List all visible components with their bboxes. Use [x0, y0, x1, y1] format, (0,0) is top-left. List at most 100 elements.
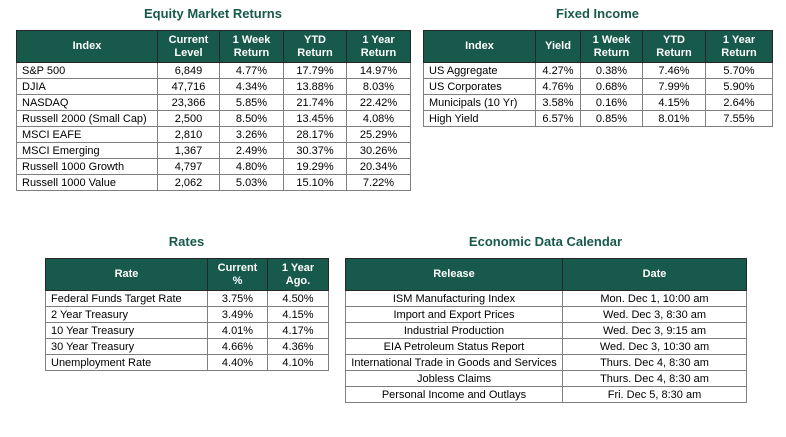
- equity-table: Index Current Level 1 Week Return YTD Re…: [16, 30, 411, 191]
- equity-header-row: Index Current Level 1 Week Return YTD Re…: [16, 30, 411, 63]
- value-cell: 6,849: [157, 62, 220, 79]
- value-cell: 2.49%: [219, 142, 284, 159]
- fixed-income-col-header-ytd-return: YTD Return: [642, 30, 706, 63]
- equity-col-header-ytd-return: YTD Return: [283, 30, 347, 63]
- fixed-income-col-header-yield: Yield: [535, 30, 581, 63]
- value-cell: 4.50%: [267, 290, 329, 307]
- value-cell: 8.03%: [346, 78, 411, 95]
- row-label: Russell 1000 Value: [16, 174, 158, 191]
- calendar-table-title: Economic Data Calendar: [468, 234, 623, 249]
- value-cell: 13.88%: [283, 78, 347, 95]
- table-row: Unemployment Rate 4.40% 4.10%: [45, 354, 329, 371]
- table-row: Personal Income and Outlays Fri. Dec 5, …: [345, 386, 747, 403]
- value-cell: 2,500: [157, 110, 220, 127]
- value-cell: 7.46%: [642, 62, 706, 79]
- release-cell: ISM Manufacturing Index: [345, 290, 563, 307]
- release-cell: Jobless Claims: [345, 370, 563, 387]
- value-cell: 7.55%: [705, 110, 773, 127]
- value-cell: 25.29%: [346, 126, 411, 143]
- table-row: 30 Year Treasury 4.66% 4.36%: [45, 338, 329, 355]
- value-cell: 21.74%: [283, 94, 347, 111]
- row-label: MSCI EAFE: [16, 126, 158, 143]
- value-cell: 3.26%: [219, 126, 284, 143]
- fixed-income-table-title: Fixed Income: [555, 6, 640, 21]
- table-row: S&P 500 6,849 4.77% 17.79% 14.97%: [16, 62, 411, 79]
- value-cell: 4.40%: [207, 354, 268, 371]
- value-cell: 0.68%: [580, 78, 643, 95]
- value-cell: 1,367: [157, 142, 220, 159]
- value-cell: 4.08%: [346, 110, 411, 127]
- row-label: High Yield: [423, 110, 536, 127]
- value-cell: 28.17%: [283, 126, 347, 143]
- value-cell: 5.85%: [219, 94, 284, 111]
- value-cell: 4.77%: [219, 62, 284, 79]
- table-row: 2 Year Treasury 3.49% 4.15%: [45, 306, 329, 323]
- row-label: Russell 1000 Growth: [16, 158, 158, 175]
- economic-data-calendar-panel: Economic Data Calendar Release Date ISM …: [345, 234, 747, 403]
- row-label: DJIA: [16, 78, 158, 95]
- value-cell: 4.15%: [267, 306, 329, 323]
- row-label: Municipals (10 Yr): [423, 94, 536, 111]
- value-cell: 2.64%: [705, 94, 773, 111]
- table-row: EIA Petroleum Status Report Wed. Dec 3, …: [345, 338, 747, 355]
- economic-data-calendar-table: Release Date ISM Manufacturing Index Mon…: [345, 258, 747, 403]
- value-cell: 47,716: [157, 78, 220, 95]
- value-cell: 15.10%: [283, 174, 347, 191]
- fixed-income-col-header-1-year-return: 1 Year Return: [705, 30, 773, 63]
- fixed-income-panel: Fixed Income Index Yield 1 Week Return Y…: [423, 6, 773, 127]
- value-cell: 0.16%: [580, 94, 643, 111]
- table-row: 10 Year Treasury 4.01% 4.17%: [45, 322, 329, 339]
- release-cell: Industrial Production: [345, 322, 563, 339]
- release-cell: Import and Export Prices: [345, 306, 563, 323]
- value-cell: 8.01%: [642, 110, 706, 127]
- value-cell: 30.26%: [346, 142, 411, 159]
- table-row: ISM Manufacturing Index Mon. Dec 1, 10:0…: [345, 290, 747, 307]
- date-cell: Wed. Dec 3, 8:30 am: [562, 306, 747, 323]
- date-cell: Thurs. Dec 4, 8:30 am: [562, 354, 747, 371]
- value-cell: 8.50%: [219, 110, 284, 127]
- value-cell: 4.01%: [207, 322, 268, 339]
- value-cell: 4.80%: [219, 158, 284, 175]
- value-cell: 5.03%: [219, 174, 284, 191]
- equity-col-header-1-week-return: 1 Week Return: [219, 30, 284, 63]
- row-label: S&P 500: [16, 62, 158, 79]
- value-cell: 3.58%: [535, 94, 581, 111]
- row-label: MSCI Emerging: [16, 142, 158, 159]
- table-row: Federal Funds Target Rate 3.75% 4.50%: [45, 290, 329, 307]
- date-cell: Wed. Dec 3, 9:15 am: [562, 322, 747, 339]
- calendar-col-header-release: Release: [345, 258, 563, 291]
- date-cell: Fri. Dec 5, 8:30 am: [562, 386, 747, 403]
- fixed-income-table: Index Yield 1 Week Return YTD Return 1 Y…: [423, 30, 773, 127]
- row-label: 2 Year Treasury: [45, 306, 208, 323]
- release-cell: EIA Petroleum Status Report: [345, 338, 563, 355]
- value-cell: 13.45%: [283, 110, 347, 127]
- row-label: Russell 2000 (Small Cap): [16, 110, 158, 127]
- value-cell: 3.49%: [207, 306, 268, 323]
- value-cell: 4.66%: [207, 338, 268, 355]
- value-cell: 7.99%: [642, 78, 706, 95]
- table-row: DJIA 47,716 4.34% 13.88% 8.03%: [16, 78, 411, 95]
- equity-col-header-current-level: Current Level: [157, 30, 220, 63]
- table-row: Russell 2000 (Small Cap) 2,500 8.50% 13.…: [16, 110, 411, 127]
- rates-header-row: Rate Current % 1 Year Ago.: [45, 258, 329, 291]
- value-cell: 7.22%: [346, 174, 411, 191]
- date-cell: Thurs. Dec 4, 8:30 am: [562, 370, 747, 387]
- row-label: US Aggregate: [423, 62, 536, 79]
- value-cell: 17.79%: [283, 62, 347, 79]
- value-cell: 20.34%: [346, 158, 411, 175]
- table-row: Jobless Claims Thurs. Dec 4, 8:30 am: [345, 370, 747, 387]
- fixed-income-col-header-index: Index: [423, 30, 536, 63]
- equity-col-header-1-year-return: 1 Year Return: [346, 30, 411, 63]
- table-row: International Trade in Goods and Service…: [345, 354, 747, 371]
- calendar-col-header-date: Date: [562, 258, 747, 291]
- fixed-income-header-row: Index Yield 1 Week Return YTD Return 1 Y…: [423, 30, 773, 63]
- table-row: US Aggregate 4.27% 0.38% 7.46% 5.70%: [423, 62, 773, 79]
- row-label: Unemployment Rate: [45, 354, 208, 371]
- value-cell: 0.85%: [580, 110, 643, 127]
- value-cell: 4.27%: [535, 62, 581, 79]
- calendar-header-row: Release Date: [345, 258, 747, 291]
- value-cell: 6.57%: [535, 110, 581, 127]
- table-row: MSCI Emerging 1,367 2.49% 30.37% 30.26%: [16, 142, 411, 159]
- release-cell: International Trade in Goods and Service…: [345, 354, 563, 371]
- row-label: 10 Year Treasury: [45, 322, 208, 339]
